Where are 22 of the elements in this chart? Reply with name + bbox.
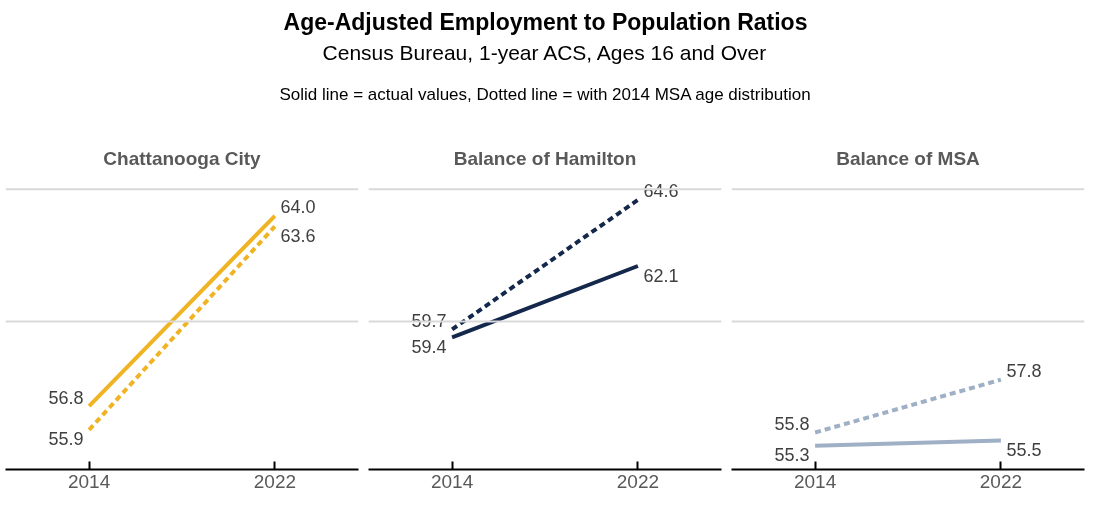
data-label: 56.8 [48,387,84,408]
data-label: 55.8 [774,414,810,434]
chart-title: Chattanooga City [103,147,262,169]
x-tick-label: 2014 [430,470,474,492]
text: Solid line = actual values, Dotted line = with 2014 MSA age distribution [279,84,811,104]
data-label: 59.4 [411,336,447,357]
x-tick-label: 2022 [616,470,660,492]
x-tick-label: 2014 [67,470,111,492]
data-label: 57.8 [1006,361,1042,382]
data-label: 55.5 [1006,439,1042,460]
text: Age-Adjusted Employment to Population Ratios [283,8,808,35]
text: Census Bureau, 1-year ACS, Ages 16 and Over [322,40,767,64]
data-label: 62.1 [643,265,679,286]
data-label: 63.6 [280,225,316,246]
x-tick-label: 2022 [979,470,1023,492]
data-label: 55.9 [48,429,84,450]
chart-title: Balance of Hamilton [453,147,637,169]
chart-title: Balance of MSA [836,147,981,169]
data-label: 55.3 [774,445,810,466]
x-tick-label: 2014 [793,470,837,492]
data-label: 64.0 [280,197,316,218]
x-tick-label: 2022 [253,470,297,492]
